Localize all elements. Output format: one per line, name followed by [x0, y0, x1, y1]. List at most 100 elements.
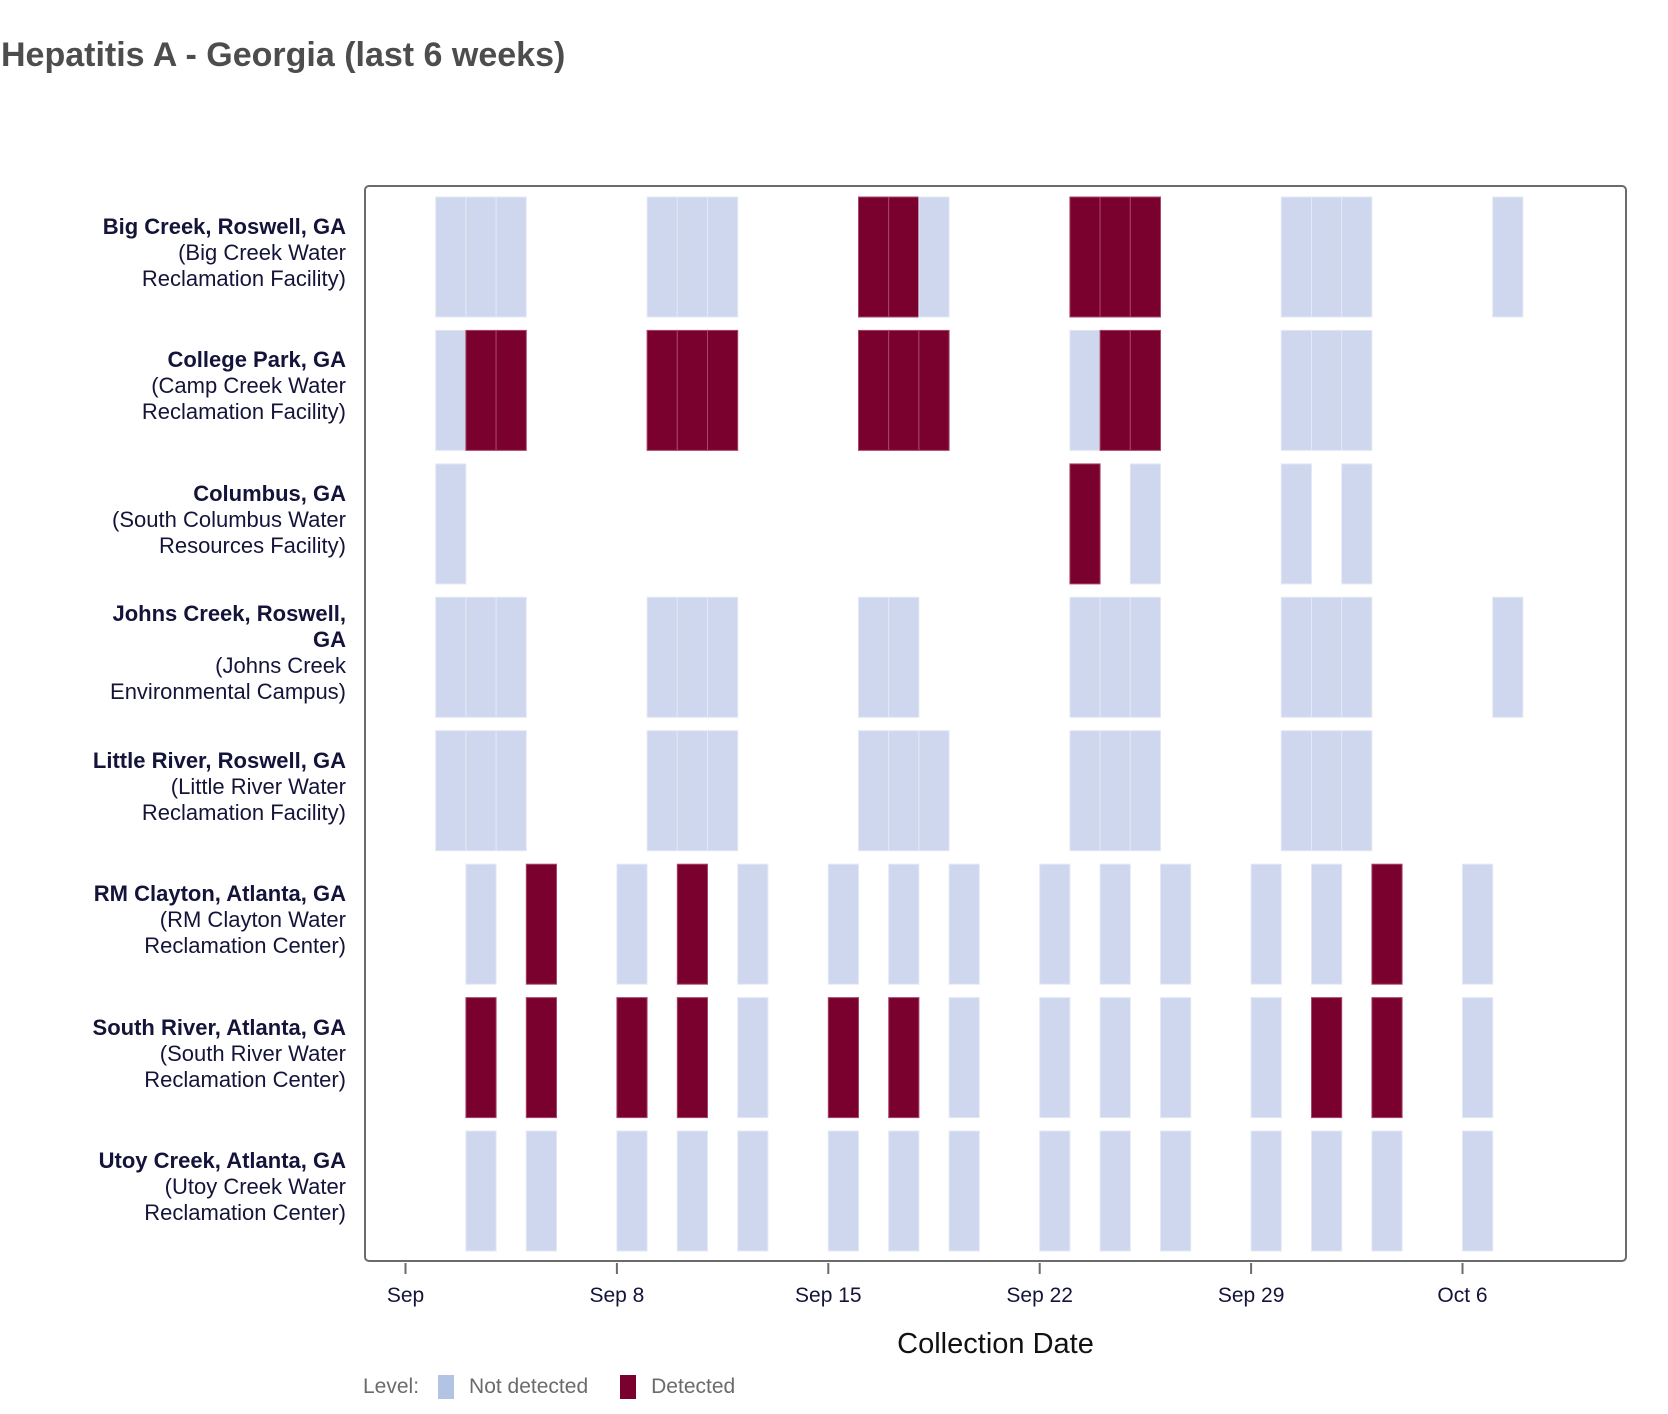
sample-tile-not-detected[interactable]: Utoy Creek, Atlanta, GA Sep 22: Not dete…: [1039, 1130, 1071, 1252]
sample-tile-not-detected[interactable]: Little River, Roswell, GA Oct 2: Not det…: [1341, 730, 1373, 852]
sample-tile-detected[interactable]: RM Clayton, Atlanta, GA Sep 5: Detected: [525, 863, 557, 985]
sample-tile-not-detected[interactable]: Little River, Roswell, GA Sep 11: Not de…: [707, 730, 739, 852]
sample-tile-not-detected[interactable]: Columbus, GA Sep 2: Not detected: [435, 463, 467, 585]
sample-tile-not-detected[interactable]: Little River, Roswell, GA Sep 2: Not det…: [435, 730, 467, 852]
sample-tile-not-detected[interactable]: RM Clayton, Atlanta, GA Sep 29: Not dete…: [1250, 863, 1282, 985]
sample-tile-detected[interactable]: Big Creek, Roswell, GA Sep 16: Detected: [858, 196, 890, 318]
sample-tile-not-detected[interactable]: Johns Creek, Roswell, GA Sep 3: Not dete…: [465, 596, 497, 718]
sample-tile-not-detected[interactable]: Columbus, GA Sep 25: Not detected: [1129, 463, 1162, 585]
sample-tile-not-detected[interactable]: Utoy Creek, Atlanta, GA Sep 29: Not dete…: [1250, 1130, 1282, 1252]
sample-tile-not-detected[interactable]: Little River, Roswell, GA Sep 25: Not de…: [1129, 730, 1162, 852]
sample-tile-detected[interactable]: Columbus, GA Sep 23: Detected: [1069, 463, 1101, 585]
sample-tile-not-detected[interactable]: RM Clayton, Atlanta, GA Sep 17: Not dete…: [888, 863, 920, 985]
sample-tile-not-detected[interactable]: Johns Creek, Roswell, GA Sep 25: Not det…: [1129, 596, 1162, 718]
sample-tile-not-detected[interactable]: South River, Atlanta, GA Sep 19: Not det…: [948, 997, 980, 1119]
sample-tile-not-detected[interactable]: Utoy Creek, Atlanta, GA Sep 15: Not dete…: [827, 1130, 859, 1252]
sample-tile-detected[interactable]: College Park, GA Sep 24: Detected: [1099, 329, 1131, 451]
sample-tile-not-detected[interactable]: Big Creek, Roswell, GA Oct 7: Not detect…: [1492, 196, 1524, 318]
sample-tile-detected[interactable]: College Park, GA Sep 10: Detected: [676, 329, 708, 451]
sample-tile-not-detected[interactable]: Big Creek, Roswell, GA Oct 1: Not detect…: [1311, 196, 1343, 318]
sample-tile-not-detected[interactable]: South River, Atlanta, GA Sep 12: Not det…: [737, 997, 769, 1119]
sample-tile-not-detected[interactable]: Columbus, GA Oct 2: Not detected: [1341, 463, 1373, 585]
sample-tile-not-detected[interactable]: Johns Creek, Roswell, GA Oct 2: Not dete…: [1341, 596, 1373, 718]
sample-tile-not-detected[interactable]: Big Creek, Roswell, GA Sep 11: Not detec…: [707, 196, 739, 318]
sample-tile-detected[interactable]: South River, Atlanta, GA Sep 15: Detecte…: [827, 997, 859, 1119]
sample-tile-not-detected[interactable]: Utoy Creek, Atlanta, GA Sep 8: Not detec…: [616, 1130, 648, 1252]
sample-tile-not-detected[interactable]: Little River, Roswell, GA Sep 18: Not de…: [918, 730, 950, 852]
sample-tile-detected[interactable]: South River, Atlanta, GA Oct 1: Detected: [1311, 997, 1343, 1119]
sample-tile-detected[interactable]: RM Clayton, Atlanta, GA Oct 3: Detected: [1371, 863, 1403, 985]
sample-tile-detected[interactable]: Big Creek, Roswell, GA Sep 17: Detected: [888, 196, 920, 318]
sample-tile-not-detected[interactable]: RM Clayton, Atlanta, GA Oct 1: Not detec…: [1311, 863, 1343, 985]
sample-tile-detected[interactable]: College Park, GA Sep 9: Detected: [646, 329, 678, 451]
sample-tile-not-detected[interactable]: Utoy Creek, Atlanta, GA Sep 12: Not dete…: [737, 1130, 769, 1252]
sample-tile-not-detected[interactable]: South River, Atlanta, GA Sep 26: Not det…: [1160, 997, 1192, 1119]
sample-tile-not-detected[interactable]: RM Clayton, Atlanta, GA Sep 8: Not detec…: [616, 863, 648, 985]
sample-tile-not-detected[interactable]: Johns Creek, Roswell, GA Sep 10: Not det…: [676, 596, 708, 718]
sample-tile-detected[interactable]: College Park, GA Sep 17: Detected: [888, 329, 920, 451]
sample-tile-not-detected[interactable]: Utoy Creek, Atlanta, GA Oct 3: Not detec…: [1371, 1130, 1403, 1252]
sample-tile-not-detected[interactable]: Johns Creek, Roswell, GA Oct 1: Not dete…: [1311, 596, 1343, 718]
sample-tile-detected[interactable]: South River, Atlanta, GA Sep 17: Detecte…: [888, 997, 920, 1119]
sample-tile-not-detected[interactable]: Johns Creek, Roswell, GA Sep 4: Not dete…: [495, 596, 527, 718]
sample-tile-not-detected[interactable]: RM Clayton, Atlanta, GA Sep 12: Not dete…: [737, 863, 769, 985]
sample-tile-not-detected[interactable]: Columbus, GA Sep 30: Not detected: [1280, 463, 1313, 585]
sample-tile-detected[interactable]: Big Creek, Roswell, GA Sep 23: Detected: [1069, 196, 1101, 318]
sample-tile-not-detected[interactable]: Johns Creek, Roswell, GA Sep 9: Not dete…: [646, 596, 678, 718]
sample-tile-not-detected[interactable]: Big Creek, Roswell, GA Sep 3: Not detect…: [465, 196, 497, 318]
sample-tile-not-detected[interactable]: Utoy Creek, Atlanta, GA Sep 24: Not dete…: [1099, 1130, 1131, 1252]
sample-tile-not-detected[interactable]: Johns Creek, Roswell, GA Sep 30: Not det…: [1280, 596, 1313, 718]
sample-tile-not-detected[interactable]: College Park, GA Oct 1: Not detected: [1311, 329, 1343, 451]
sample-tile-not-detected[interactable]: Little River, Roswell, GA Sep 10: Not de…: [676, 730, 708, 852]
sample-tile-not-detected[interactable]: Big Creek, Roswell, GA Sep 10: Not detec…: [676, 196, 708, 318]
sample-tile-not-detected[interactable]: Big Creek, Roswell, GA Sep 30: Not detec…: [1280, 196, 1313, 318]
sample-tile-detected[interactable]: South River, Atlanta, GA Sep 8: Detected: [616, 997, 648, 1119]
sample-tile-not-detected[interactable]: RM Clayton, Atlanta, GA Sep 15: Not dete…: [827, 863, 859, 985]
sample-tile-not-detected[interactable]: College Park, GA Oct 2: Not detected: [1341, 329, 1373, 451]
sample-tile-not-detected[interactable]: Big Creek, Roswell, GA Sep 18: Not detec…: [918, 196, 950, 318]
sample-tile-not-detected[interactable]: Utoy Creek, Atlanta, GA Sep 17: Not dete…: [888, 1130, 920, 1252]
sample-tile-detected[interactable]: Big Creek, Roswell, GA Sep 25: Detected: [1129, 196, 1162, 318]
sample-tile-not-detected[interactable]: Johns Creek, Roswell, GA Sep 17: Not det…: [888, 596, 920, 718]
sample-tile-not-detected[interactable]: Johns Creek, Roswell, GA Sep 23: Not det…: [1069, 596, 1101, 718]
sample-tile-detected[interactable]: College Park, GA Sep 18: Detected: [918, 329, 950, 451]
sample-tile-not-detected[interactable]: Little River, Roswell, GA Sep 16: Not de…: [858, 730, 890, 852]
sample-tile-not-detected[interactable]: Little River, Roswell, GA Sep 23: Not de…: [1069, 730, 1101, 852]
sample-tile-not-detected[interactable]: Johns Creek, Roswell, GA Sep 24: Not det…: [1099, 596, 1131, 718]
sample-tile-not-detected[interactable]: RM Clayton, Atlanta, GA Sep 24: Not dete…: [1099, 863, 1131, 985]
sample-tile-not-detected[interactable]: Utoy Creek, Atlanta, GA Oct 6: Not detec…: [1462, 1130, 1494, 1252]
sample-tile-detected[interactable]: South River, Atlanta, GA Sep 3: Detected: [465, 997, 497, 1119]
sample-tile-not-detected[interactable]: RM Clayton, Atlanta, GA Oct 6: Not detec…: [1462, 863, 1494, 985]
sample-tile-not-detected[interactable]: RM Clayton, Atlanta, GA Sep 22: Not dete…: [1039, 863, 1071, 985]
sample-tile-not-detected[interactable]: Utoy Creek, Atlanta, GA Sep 5: Not detec…: [525, 1130, 557, 1252]
sample-tile-not-detected[interactable]: Big Creek, Roswell, GA Sep 2: Not detect…: [435, 196, 467, 318]
sample-tile-not-detected[interactable]: Little River, Roswell, GA Sep 30: Not de…: [1280, 730, 1313, 852]
sample-tile-not-detected[interactable]: RM Clayton, Atlanta, GA Sep 3: Not detec…: [465, 863, 497, 985]
sample-tile-detected[interactable]: South River, Atlanta, GA Oct 3: Detected: [1371, 997, 1403, 1119]
sample-tile-not-detected[interactable]: Little River, Roswell, GA Sep 4: Not det…: [495, 730, 527, 852]
sample-tile-not-detected[interactable]: Big Creek, Roswell, GA Oct 2: Not detect…: [1341, 196, 1373, 318]
sample-tile-detected[interactable]: Big Creek, Roswell, GA Sep 24: Detected: [1099, 196, 1131, 318]
sample-tile-not-detected[interactable]: Little River, Roswell, GA Sep 17: Not de…: [888, 730, 920, 852]
sample-tile-not-detected[interactable]: College Park, GA Sep 2: Not detected: [435, 329, 467, 451]
sample-tile-not-detected[interactable]: College Park, GA Sep 23: Not detected: [1069, 329, 1101, 451]
sample-tile-not-detected[interactable]: South River, Atlanta, GA Sep 29: Not det…: [1250, 997, 1282, 1119]
sample-tile-not-detected[interactable]: RM Clayton, Atlanta, GA Sep 19: Not dete…: [948, 863, 980, 985]
sample-tile-not-detected[interactable]: Johns Creek, Roswell, GA Sep 16: Not det…: [858, 596, 890, 718]
sample-tile-not-detected[interactable]: Utoy Creek, Atlanta, GA Sep 10: Not dete…: [676, 1130, 708, 1252]
sample-tile-detected[interactable]: College Park, GA Sep 11: Detected: [707, 329, 739, 451]
sample-tile-not-detected[interactable]: Big Creek, Roswell, GA Sep 9: Not detect…: [646, 196, 678, 318]
sample-tile-not-detected[interactable]: College Park, GA Sep 30: Not detected: [1280, 329, 1313, 451]
sample-tile-not-detected[interactable]: Big Creek, Roswell, GA Sep 4: Not detect…: [495, 196, 527, 318]
sample-tile-not-detected[interactable]: South River, Atlanta, GA Sep 24: Not det…: [1099, 997, 1131, 1119]
sample-tile-not-detected[interactable]: Utoy Creek, Atlanta, GA Oct 1: Not detec…: [1311, 1130, 1343, 1252]
sample-tile-detected[interactable]: College Park, GA Sep 25: Detected: [1129, 329, 1162, 451]
sample-tile-not-detected[interactable]: Utoy Creek, Atlanta, GA Sep 26: Not dete…: [1160, 1130, 1192, 1252]
sample-tile-not-detected[interactable]: Little River, Roswell, GA Sep 24: Not de…: [1099, 730, 1131, 852]
sample-tile-not-detected[interactable]: South River, Atlanta, GA Sep 22: Not det…: [1039, 997, 1071, 1119]
sample-tile-detected[interactable]: College Park, GA Sep 4: Detected: [495, 329, 527, 451]
sample-tile-detected[interactable]: College Park, GA Sep 3: Detected: [465, 329, 497, 451]
sample-tile-not-detected[interactable]: Utoy Creek, Atlanta, GA Sep 19: Not dete…: [948, 1130, 980, 1252]
sample-tile-detected[interactable]: South River, Atlanta, GA Sep 10: Detecte…: [676, 997, 708, 1119]
sample-tile-detected[interactable]: College Park, GA Sep 16: Detected: [858, 329, 890, 451]
